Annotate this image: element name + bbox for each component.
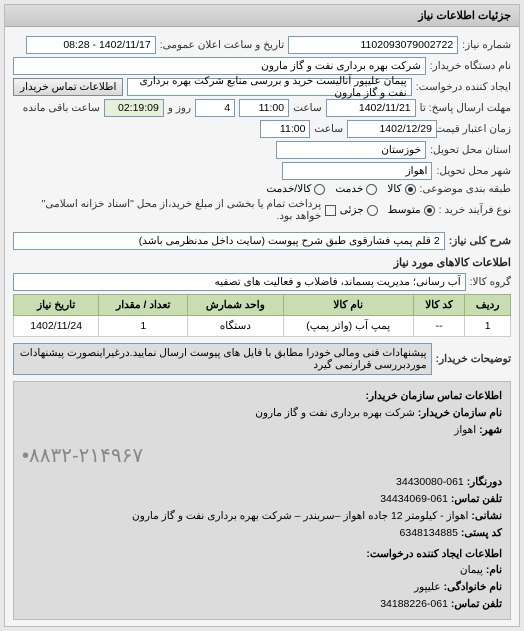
contact-addr-label: نشانی: <box>471 510 502 522</box>
goods-group-value: آب رسانی؛ مدیریت پسماند، فاضلاب و فعالیت… <box>13 273 466 291</box>
buy-type-medium[interactable]: متوسط <box>388 204 435 216</box>
table-row[interactable]: 1 -- پمپ آب (واتر پمپ) دستگاه 1 1402/11/… <box>14 316 511 337</box>
validity-time-label: ساعت <box>314 123 343 135</box>
goods-group-label: گروه کالا: <box>470 276 511 288</box>
remain-label: ساعت باقی مانده <box>23 102 100 114</box>
th-code: کد کالا <box>413 295 464 316</box>
cell-name: پمپ آب (واتر پمپ) <box>283 316 413 337</box>
contact-tel-label: تلفن تماس: <box>451 493 502 505</box>
budget-radio-group: کالا خدمت کالا/خدمت <box>266 183 415 195</box>
radio-icon <box>314 184 325 195</box>
budget-label: طبقه بندی موضوعی: <box>420 183 511 195</box>
remain-time: 02:19:09 <box>104 99 164 117</box>
creator-section-title: اطلاعات ایجاد کننده درخواست: <box>22 546 502 563</box>
days-value: 4 <box>195 99 235 117</box>
th-qty: تعداد / مقدار <box>99 295 188 316</box>
buy-type-minor[interactable]: جزئی <box>340 204 378 216</box>
city-value: اهواز <box>282 162 432 180</box>
buyer-remarks-value: پیشنهادات فنی ومالی خودرا مطابق با فایل … <box>13 343 432 375</box>
contact-tel: 061-34434069 <box>380 493 448 505</box>
contact-big-phone: •٢١-٨٨٣٢۴٩۶٧ <box>22 438 502 474</box>
province-value: خوزستان <box>276 141 426 159</box>
form-body: شماره نیاز: 1102093079002722 تاریخ و ساع… <box>5 27 519 626</box>
cname: پیمان <box>460 564 483 576</box>
validity-label: زمان اعتبار قیمت: تا تاریخ: <box>441 123 511 135</box>
validity-date: 1402/12/29 <box>347 120 437 138</box>
details-panel: جزئیات اطلاعات نیاز شماره نیاز: 11020930… <box>4 4 520 627</box>
contact-block: اطلاعات تماس سازمان خریدار: نام سازمان خ… <box>13 381 511 620</box>
creator-label: ایجاد کننده درخواست: <box>416 81 511 93</box>
days-label: روز و <box>168 102 191 114</box>
buyer-org-value: شرکت بهره برداری نفت و گاز مارون <box>13 57 426 75</box>
budget-option-service[interactable]: خدمت <box>335 183 377 195</box>
buyer-remarks-label: توضیحات خریدار: <box>436 353 511 365</box>
panel-header: جزئیات اطلاعات نیاز <box>5 5 519 27</box>
announce-label: تاریخ و ساعت اعلان عمومی: <box>160 39 284 51</box>
contact-zip: 6348134885 <box>400 527 458 539</box>
radio-icon <box>424 205 435 216</box>
budget-option-goods[interactable]: کالا <box>387 183 415 195</box>
budget-option-both[interactable]: کالا/خدمت <box>266 183 325 195</box>
contact-buyer-button[interactable]: اطلاعات تماس خریدار <box>13 78 123 96</box>
contact-zip-label: کد پستی: <box>461 527 502 539</box>
th-index: ردیف <box>465 295 511 316</box>
main-desc-label: شرح کلی نیاز: <box>449 235 511 247</box>
cfamily-label: نام خانوادگی: <box>444 581 502 593</box>
cell-code: -- <box>413 316 464 337</box>
province-label: استان محل تحویل: <box>430 144 511 156</box>
announce-value: 1402/11/17 - 08:28 <box>26 36 156 54</box>
radio-icon <box>405 184 416 195</box>
th-name: نام کالا <box>283 295 413 316</box>
deadline-reply-date: 1402/11/21 <box>326 99 416 117</box>
request-no-label: شماره نیاز: <box>462 39 511 51</box>
deadline-reply-time-label: ساعت <box>293 102 322 114</box>
cell-qty: 1 <box>99 316 188 337</box>
buy-type-radio-group: متوسط جزئی <box>340 204 435 216</box>
cell-index: 1 <box>465 316 511 337</box>
creator-value: پیمان علیپور آنالیست خرید و بررسی منابع … <box>127 78 411 96</box>
cell-unit: دستگاه <box>188 316 283 337</box>
contact-section-title: اطلاعات تماس سازمان خریدار: <box>22 388 502 405</box>
contact-city: اهواز <box>454 424 476 436</box>
ctel: 061-34188226 <box>380 598 448 610</box>
contact-fax: 061-34430080 <box>396 476 464 488</box>
contact-fax-label: دورنگار: <box>467 476 502 488</box>
cell-date: 1402/11/24 <box>14 316 99 337</box>
goods-table: ردیف کد کالا نام کالا واحد شمارش تعداد /… <box>13 294 511 337</box>
contact-city-label: شهر: <box>479 424 502 436</box>
deadline-reply-label: مهلت ارسال پاسخ: تا <box>420 102 511 114</box>
deadline-reply-time: 11:00 <box>239 99 289 117</box>
contact-org: شرکت بهره برداری نفت و گاز مارون <box>255 407 415 419</box>
validity-time: 11:00 <box>260 120 310 138</box>
city-label: شهر محل تحویل: <box>436 165 511 177</box>
cname-label: نام: <box>486 564 502 576</box>
contact-org-label: نام سازمان خریدار: <box>418 407 502 419</box>
buyer-org-label: نام دستگاه خریدار: <box>430 60 511 72</box>
contact-addr: اهواز - کیلومتر 12 جاده اهواز –سربندر – … <box>132 510 468 522</box>
treasury-checkbox[interactable] <box>325 205 335 216</box>
th-date: تاریخ نیاز <box>14 295 99 316</box>
radio-icon <box>367 205 378 216</box>
cfamily: علیپور <box>414 581 441 593</box>
goods-section-title: اطلاعات کالاهای مورد نیاز <box>13 256 511 269</box>
main-desc-value: 2 قلم پمپ فشارقوی طبق شرح پیوست (سایت دا… <box>13 232 445 250</box>
th-unit: واحد شمارش <box>188 295 283 316</box>
table-header-row: ردیف کد کالا نام کالا واحد شمارش تعداد /… <box>14 295 511 316</box>
treasury-note: پرداخت تمام یا بخشی از مبلغ خرید،از محل … <box>13 198 321 222</box>
ctel-label: تلفن تماس: <box>451 598 502 610</box>
buy-type-label: نوع فرآیند خرید : <box>439 204 511 216</box>
radio-icon <box>366 184 377 195</box>
request-no-value: 1102093079002722 <box>288 36 458 54</box>
